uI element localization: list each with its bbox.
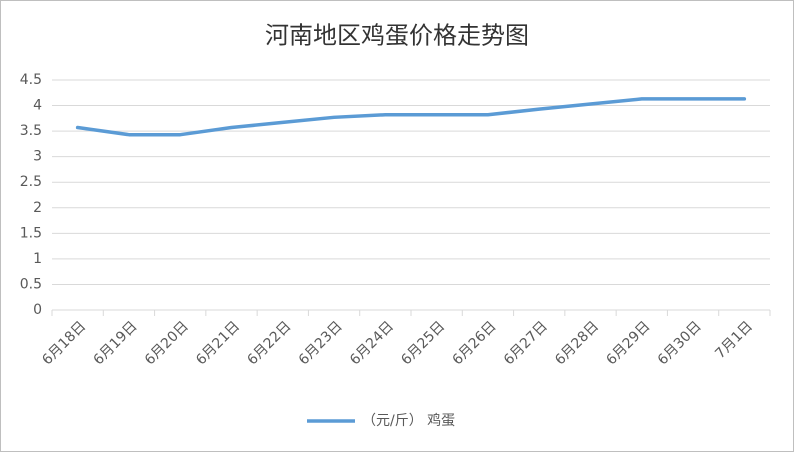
y-tick-label: 0 <box>33 302 42 318</box>
y-tick-label: 3 <box>33 149 42 165</box>
y-tick-label: 2.5 <box>20 174 42 190</box>
y-tick-label: 1.5 <box>20 225 42 241</box>
line <box>75 97 747 137</box>
y-tick-label: 4.5 <box>20 72 42 88</box>
legend-label: （元/斤） 鸡蛋 <box>362 412 455 429</box>
y-tick-label: 4 <box>33 98 42 114</box>
y-tick-label: 0.5 <box>20 276 42 292</box>
y-tick-label: 3.5 <box>20 123 42 139</box>
y-tick-label: 2 <box>33 200 42 216</box>
y-tick-label: 1 <box>33 251 42 267</box>
chart-title: 河南地区鸡蛋价格走势图 <box>265 22 529 50</box>
